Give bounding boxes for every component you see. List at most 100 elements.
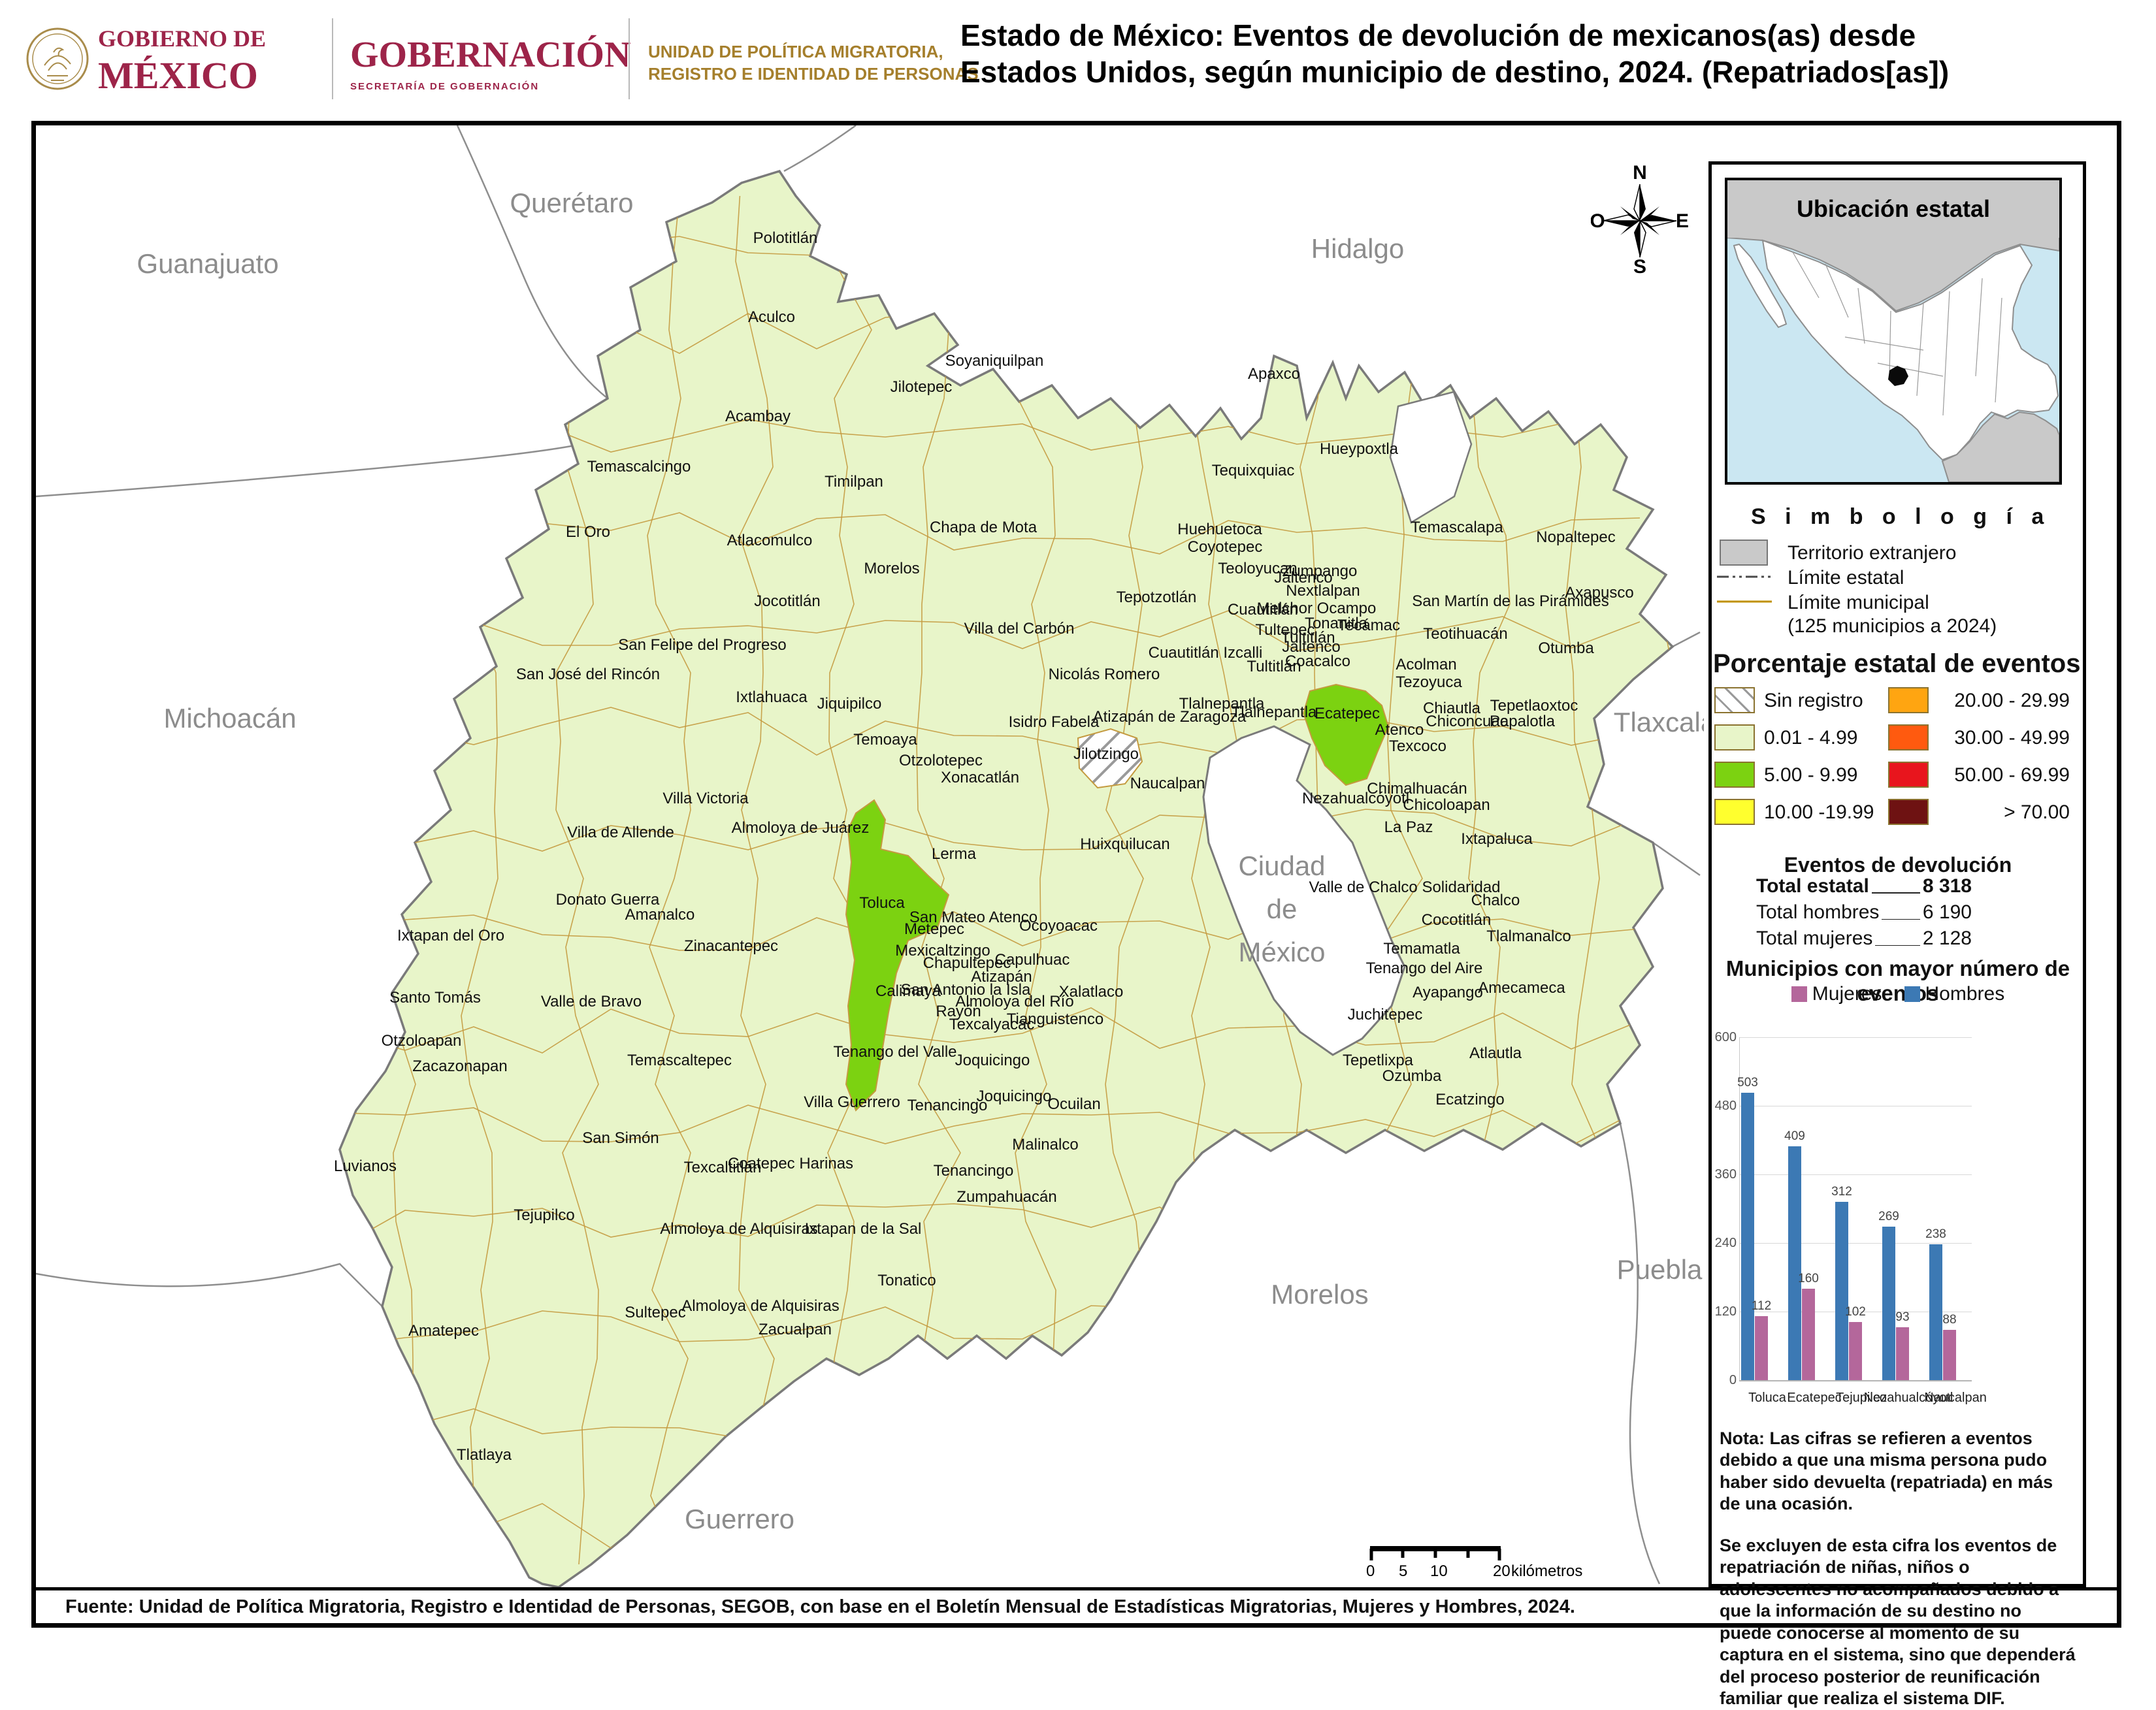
municipality-label: San Mateo Atenco	[909, 909, 1037, 926]
legend-label: 5.00 - 9.99	[1764, 764, 1858, 786]
legend-swatch	[1888, 799, 1929, 825]
municipality-label: Apaxco	[1248, 365, 1300, 383]
limite-municipal-label: Límite municipal	[1788, 592, 1929, 613]
simbologia-title: S i m b o l o g í a	[1751, 504, 2051, 529]
municipality-label: Lerma	[932, 845, 977, 863]
municipality-label: Villa Guerrero	[804, 1093, 900, 1111]
estado-de-mexico-marker	[1888, 366, 1908, 386]
municipality-label: Villa de Allende	[567, 824, 674, 841]
municipality-label: Isidro Fabela	[1009, 713, 1100, 731]
legend-label: 0.01 - 4.99	[1764, 727, 1858, 749]
municipality-label: San Antonio la Isla	[901, 981, 1031, 999]
municipality-label: Ecatzingo	[1435, 1091, 1504, 1108]
gobernacion-logo: GOBERNACIÓN SECRETARÍA DE GOBERNACIÓN	[350, 35, 631, 92]
municipality-label: Valle de Bravo	[541, 993, 642, 1010]
legend-swatch	[1714, 762, 1755, 788]
municipality-label: Axapusco	[1565, 584, 1633, 602]
guatemala-belize	[1941, 411, 2059, 482]
source-note: Fuente: Unidad de Política Migratoria, R…	[65, 1596, 1575, 1617]
svg-text:N: N	[1633, 163, 1647, 184]
municipality-label: Tenancingo	[907, 1097, 988, 1114]
svg-text:E: E	[1676, 210, 1689, 232]
bar-chart: 0 120 240 360 480 600 503 112 Toluca 409 160 Ecatep…	[1713, 1019, 2079, 1417]
chart-category-label: Naucalpan	[1924, 1391, 1987, 1405]
municipality-label: Tecámac	[1337, 617, 1400, 634]
chart-notes: Nota: Las cifras se refieren a eventos d…	[1720, 1428, 2078, 1710]
legend-label: > 70.00	[2004, 801, 2070, 823]
municipality-label: Juchitepec	[1348, 1006, 1423, 1024]
municipality-label: Naucalpan	[1130, 775, 1205, 792]
municipality-label: Otzolotepec	[899, 752, 983, 769]
municipality-label: Jilotepec	[890, 378, 953, 396]
municipality-label: Temoaya	[853, 731, 917, 749]
legend-label: 20.00 - 29.99	[1954, 690, 2070, 711]
municipality-label: Ixtapan de la Sal	[805, 1220, 922, 1238]
municipality-label: La Paz	[1384, 818, 1433, 836]
chart-title: Municipios con mayor número de eventos	[1725, 956, 2070, 1005]
municipality-label: Tlalmanalco	[1486, 928, 1571, 945]
municipality-label: Nicolás Romero	[1049, 666, 1160, 683]
municipality-label: Zumpango	[1282, 562, 1358, 580]
municipality-label: Tultitlán	[1247, 658, 1301, 675]
territorio-extranjero-label: Territorio extranjero	[1788, 542, 1957, 564]
legend-label: Sin registro	[1764, 690, 1863, 711]
bar-value-label: 269	[1878, 1209, 1899, 1223]
state-label: Guerrero	[685, 1504, 794, 1534]
municipality-label: Texcalyacac	[949, 1016, 1035, 1033]
bar-value-label: 102	[1845, 1304, 1866, 1319]
percent-legend-title: Porcentaje estatal de eventos	[1713, 649, 2081, 678]
municipality-label: Metepec	[904, 920, 964, 938]
territorio-extranjero-swatch	[1720, 540, 1768, 566]
chart-bar	[1896, 1327, 1909, 1380]
municipality-label: Nopaltepec	[1536, 528, 1615, 546]
municipality-label: Ocuilan	[1047, 1095, 1100, 1113]
municipality-label: Tezoyuca	[1396, 673, 1462, 691]
municipality-label: Coyotepec	[1188, 538, 1263, 556]
municipality-label: Atizapán	[971, 968, 1032, 986]
mexico-seal-icon	[26, 27, 89, 90]
legend-color-square	[1791, 986, 1807, 1002]
municipality-label: Temascalcingo	[587, 458, 691, 476]
municipality-label: Ixtlahuaca	[736, 688, 808, 706]
municipality-label: Jaltenco	[1282, 638, 1340, 656]
municipality-label: Chimalhuacán	[1367, 780, 1467, 798]
scale-bar: 0 5 10 20 kilómetros	[1366, 1546, 1582, 1580]
bar-value-label: 312	[1831, 1185, 1852, 1199]
municipality-label: Jaltenco	[1274, 569, 1332, 587]
municipality-label: San José del Rincón	[516, 666, 660, 683]
municipality-label: Xalatlaco	[1059, 983, 1124, 1001]
municipality-label: Teoloyucan	[1218, 560, 1297, 577]
chart-bar	[1741, 1092, 1754, 1380]
svg-text:0: 0	[1366, 1562, 1375, 1580]
municipality-label: Polotitlán	[753, 229, 818, 247]
municipality-label: Temascalapa	[1411, 519, 1503, 536]
cdmx-region	[1202, 725, 1406, 1056]
header-divider	[332, 18, 333, 99]
legend-color-square	[1904, 986, 1920, 1002]
municipality-label: Chiautla	[1423, 700, 1481, 717]
municipality-label: Atlacomulco	[727, 532, 813, 549]
municipality-label: Cuautitlán	[1228, 601, 1298, 619]
municipality-label: Jilotzingo	[1073, 745, 1139, 763]
unidad-politica-migratoria-label: UNIDAD DE POLÍTICA MIGRATORIA, REGISTRO …	[648, 42, 979, 84]
municipality-label: Timilpan	[825, 473, 883, 491]
municipality-label: Ixtapan del Oro	[397, 927, 504, 944]
svg-text:10: 10	[1430, 1562, 1448, 1580]
cdmx-label: México	[1238, 937, 1325, 967]
state-label: Morelos	[1271, 1279, 1368, 1310]
chart-bar	[1788, 1146, 1801, 1380]
municipality-label: Nezahualcóyotl	[1302, 790, 1409, 807]
state-label: Querétaro	[510, 187, 633, 218]
ecatepec-highlight	[1302, 683, 1390, 786]
municipality-label: Tepetlixpa	[1343, 1052, 1414, 1069]
municipality-label: Cocotitlán	[1422, 911, 1492, 929]
municipality-label: Cuautitlán Izcalli	[1149, 644, 1263, 662]
bar-value-label: 160	[1798, 1272, 1819, 1285]
municipality-label: Mexicaltzingo	[895, 942, 990, 960]
footer-rule	[31, 1587, 2121, 1590]
eventos-row: Total estatal 8 318	[1756, 875, 1972, 897]
municipality-label: Nextlalpan	[1286, 582, 1360, 600]
municipality-label: Joquicingo	[977, 1088, 1052, 1105]
municipality-label: Amatepec	[408, 1322, 479, 1340]
eventos-row: Total hombres 6 190	[1756, 901, 1972, 923]
